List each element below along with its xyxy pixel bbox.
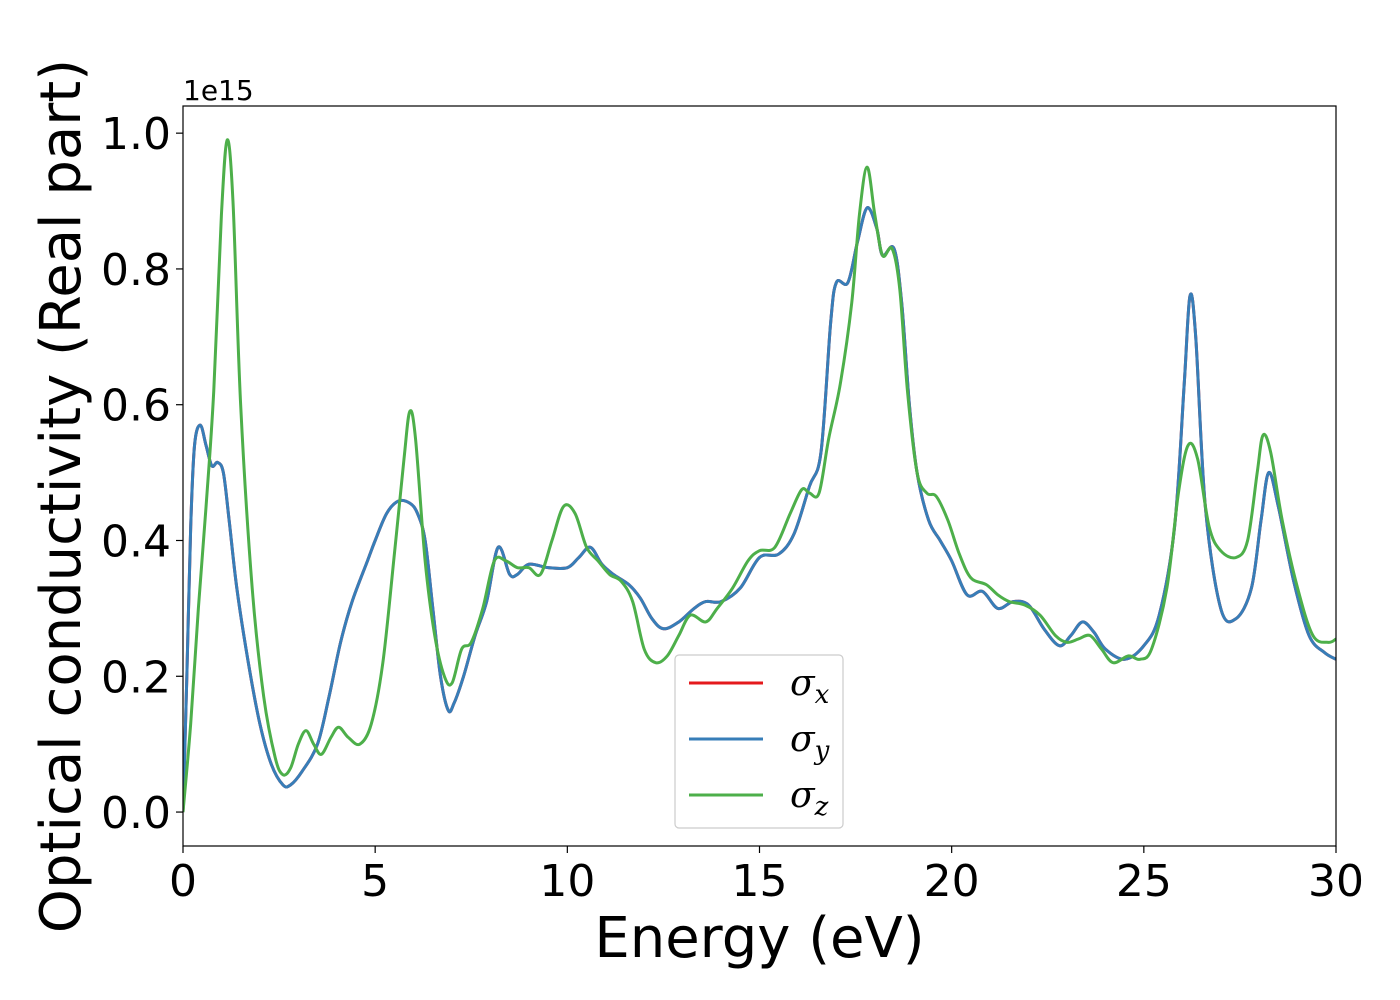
y-tick-label: 0.0	[101, 788, 171, 839]
y-tick-label: 0.6	[101, 381, 171, 432]
x-tick-label: 0	[169, 856, 197, 907]
y-axis: 0.0 0.2 0.4 0.6 0.8 1.0	[101, 109, 183, 839]
x-tick-label: 15	[732, 856, 788, 907]
x-axis: 0 5 10 15 20 25 30	[169, 846, 1364, 907]
x-tick-label: 20	[924, 856, 980, 907]
y-axis-label: Optical conductivity (Real part)	[29, 59, 94, 933]
legend-label-y: σy	[790, 719, 830, 766]
x-tick-label: 25	[1116, 856, 1172, 907]
x-axis-label: Energy (eV)	[594, 906, 924, 971]
y-tick-label: 0.4	[101, 516, 171, 567]
y-tick-label: 0.8	[101, 245, 171, 296]
legend-label-x: σx	[790, 663, 830, 710]
x-tick-label: 10	[539, 856, 595, 907]
legend-label-z: σz	[790, 775, 829, 822]
legend: σx σy σz	[674, 654, 844, 829]
series-line-z	[183, 138, 1336, 813]
y-tick-label: 0.2	[101, 652, 171, 703]
y-offset-label: 1e15	[183, 74, 254, 107]
x-tick-label: 30	[1308, 856, 1364, 907]
series-line-y	[183, 206, 1336, 813]
x-tick-label: 5	[361, 856, 389, 907]
y-tick-label: 1.0	[101, 109, 171, 160]
